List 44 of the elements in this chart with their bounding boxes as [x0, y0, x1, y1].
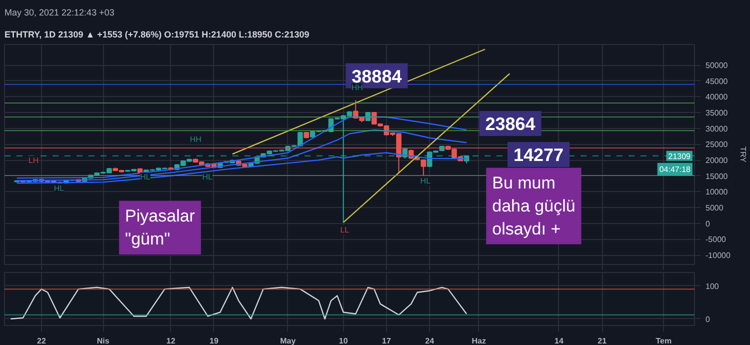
annotation: 04:47:18 — [659, 164, 692, 174]
annotation: HL — [140, 172, 151, 182]
y-axis-title: TRY — [738, 146, 748, 164]
chart-title: ETHTRY, 1D 21309 ▲ +1553 (+7.86%) O:19751 H:21400 L:18950 C:21309 — [4, 30, 310, 40]
y-tick-label: -5000 — [706, 235, 727, 244]
y-tick-label: 100 — [706, 282, 720, 291]
x-tick-label: Tem — [656, 336, 672, 345]
annotation: Piyasalar "güm" — [125, 206, 196, 248]
annotation: HL — [420, 176, 432, 186]
y-tick-label: 5000 — [706, 204, 724, 213]
annotation: 23864 — [485, 114, 536, 134]
annotation: LH — [28, 156, 39, 165]
y-tick-label: 15000 — [706, 172, 728, 181]
x-tick-label: 12 — [166, 336, 176, 345]
y-tick-label: 25000 — [706, 140, 728, 150]
y-tick-label: 35000 — [706, 108, 728, 118]
y-tick-label: 20000 — [706, 156, 728, 166]
x-tick-label: 21 — [598, 336, 608, 345]
y-tick-label: 10000 — [706, 188, 728, 197]
annotation: 14277 — [514, 144, 564, 165]
y-tick-label: 30000 — [706, 124, 728, 134]
y-tick-label: 45000 — [706, 76, 728, 86]
y-tick-label: 0 — [706, 314, 710, 324]
y-tick-label: 40000 — [706, 92, 728, 102]
x-tick-label: 10 — [338, 336, 348, 345]
annotation: LL — [340, 225, 350, 234]
annotation: Bu mum daha güçlü olsaydı + — [492, 174, 576, 238]
y-tick-label: 0 — [706, 219, 710, 228]
annotation: HL — [202, 172, 214, 182]
x-tick-label: 19 — [210, 336, 219, 345]
chart-subtitle: May 30, 2021 22:12:43 +03 — [4, 8, 114, 18]
y-tick-label: 50000 — [706, 61, 728, 70]
x-tick-label: 17 — [382, 336, 392, 345]
ref-line-label: 21309 — [668, 152, 692, 161]
x-tick-label: 24 — [425, 336, 435, 345]
x-tick-label: 14 — [554, 336, 564, 345]
annotation: HH — [190, 135, 202, 144]
annotation: HH — [351, 83, 364, 92]
x-tick-label: Haz — [472, 336, 486, 345]
x-tick-label: 22 — [37, 336, 46, 345]
x-tick-label: May — [280, 336, 296, 345]
annotation: HL — [54, 184, 65, 193]
y-tick-label: -10000 — [706, 251, 731, 260]
x-tick-label: Nis — [96, 336, 110, 345]
